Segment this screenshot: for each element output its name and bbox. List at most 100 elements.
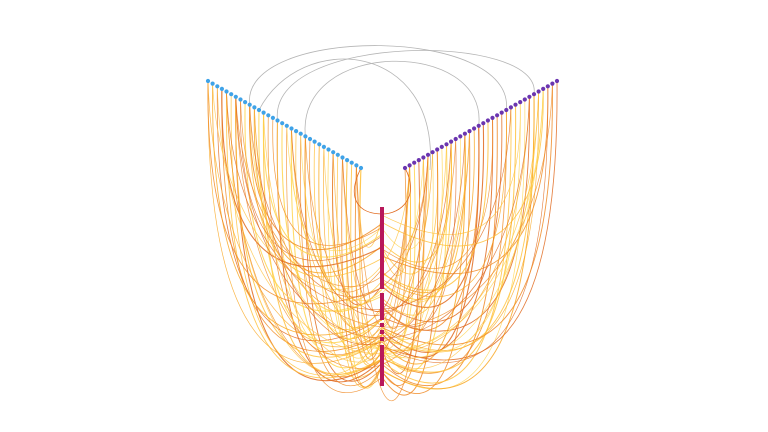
node[interactable] bbox=[210, 81, 215, 86]
link bbox=[381, 133, 466, 365]
node[interactable] bbox=[407, 163, 412, 168]
node[interactable] bbox=[499, 110, 504, 115]
node[interactable] bbox=[421, 155, 426, 160]
node[interactable] bbox=[317, 142, 322, 147]
node[interactable] bbox=[449, 139, 454, 144]
node[interactable] bbox=[476, 123, 481, 128]
node[interactable] bbox=[412, 160, 417, 165]
axis-segment bbox=[380, 345, 384, 386]
link bbox=[342, 141, 452, 358]
node[interactable] bbox=[298, 131, 303, 136]
node[interactable] bbox=[416, 158, 421, 163]
left-axis-nodes bbox=[205, 78, 364, 171]
node[interactable] bbox=[284, 123, 289, 128]
node[interactable] bbox=[335, 152, 340, 157]
node[interactable] bbox=[312, 139, 317, 144]
node[interactable] bbox=[354, 163, 359, 168]
node[interactable] bbox=[252, 105, 257, 110]
link bbox=[258, 58, 431, 171]
node[interactable] bbox=[303, 134, 308, 139]
node[interactable] bbox=[321, 144, 326, 149]
node[interactable] bbox=[430, 150, 435, 155]
link bbox=[291, 128, 452, 316]
link bbox=[226, 91, 383, 379]
node[interactable] bbox=[224, 89, 229, 94]
node[interactable] bbox=[256, 107, 262, 113]
link bbox=[249, 104, 383, 250]
node[interactable] bbox=[458, 134, 463, 139]
node[interactable] bbox=[261, 110, 266, 115]
node[interactable] bbox=[554, 78, 560, 84]
node[interactable] bbox=[238, 97, 243, 102]
node[interactable] bbox=[307, 136, 313, 142]
node[interactable] bbox=[550, 81, 555, 86]
link bbox=[212, 83, 383, 336]
link bbox=[381, 83, 553, 346]
node[interactable] bbox=[531, 92, 537, 97]
node[interactable] bbox=[340, 155, 345, 160]
node[interactable] bbox=[243, 100, 248, 105]
node[interactable] bbox=[275, 118, 280, 123]
node[interactable] bbox=[453, 136, 458, 142]
node[interactable] bbox=[233, 94, 238, 99]
node[interactable] bbox=[219, 86, 224, 91]
link bbox=[226, 91, 512, 310]
link bbox=[323, 91, 539, 369]
node[interactable] bbox=[294, 129, 299, 134]
node[interactable] bbox=[536, 89, 541, 94]
node[interactable] bbox=[444, 142, 449, 147]
link bbox=[216, 86, 539, 355]
link bbox=[221, 88, 383, 268]
node[interactable] bbox=[527, 94, 532, 99]
axis-segment bbox=[380, 323, 384, 327]
link bbox=[249, 88, 544, 351]
node[interactable] bbox=[541, 86, 546, 91]
node[interactable] bbox=[349, 160, 354, 165]
node[interactable] bbox=[270, 115, 275, 120]
node[interactable] bbox=[481, 121, 486, 126]
link bbox=[230, 94, 383, 377]
node[interactable] bbox=[345, 158, 350, 163]
link bbox=[304, 60, 480, 137]
link bbox=[276, 120, 383, 383]
node[interactable] bbox=[266, 113, 271, 118]
link bbox=[249, 45, 507, 111]
node[interactable] bbox=[467, 129, 472, 134]
node[interactable] bbox=[435, 147, 440, 152]
axis-segment bbox=[380, 330, 384, 334]
link bbox=[381, 109, 507, 298]
link bbox=[381, 104, 517, 373]
intra-axis-links bbox=[249, 45, 535, 171]
node[interactable] bbox=[215, 84, 220, 89]
node[interactable] bbox=[462, 131, 467, 136]
link bbox=[226, 91, 429, 378]
node[interactable] bbox=[518, 100, 523, 105]
link bbox=[381, 120, 489, 291]
node[interactable] bbox=[289, 126, 294, 131]
node[interactable] bbox=[495, 113, 500, 118]
node[interactable] bbox=[490, 115, 495, 120]
node[interactable] bbox=[545, 84, 550, 89]
link bbox=[286, 125, 424, 301]
node[interactable] bbox=[280, 121, 285, 126]
node[interactable] bbox=[326, 147, 331, 152]
link bbox=[277, 50, 535, 121]
node[interactable] bbox=[472, 126, 477, 131]
node[interactable] bbox=[425, 152, 431, 157]
node[interactable] bbox=[205, 78, 211, 84]
node[interactable] bbox=[402, 165, 408, 171]
node[interactable] bbox=[439, 144, 444, 149]
link bbox=[221, 88, 383, 352]
node[interactable] bbox=[358, 165, 364, 171]
node[interactable] bbox=[508, 105, 513, 110]
node[interactable] bbox=[247, 102, 252, 107]
link bbox=[381, 141, 452, 263]
link bbox=[381, 154, 429, 250]
node[interactable] bbox=[504, 107, 509, 113]
node[interactable] bbox=[485, 118, 490, 123]
node[interactable] bbox=[513, 102, 518, 107]
node[interactable] bbox=[522, 97, 527, 102]
node[interactable] bbox=[331, 150, 336, 155]
node[interactable] bbox=[229, 92, 234, 97]
